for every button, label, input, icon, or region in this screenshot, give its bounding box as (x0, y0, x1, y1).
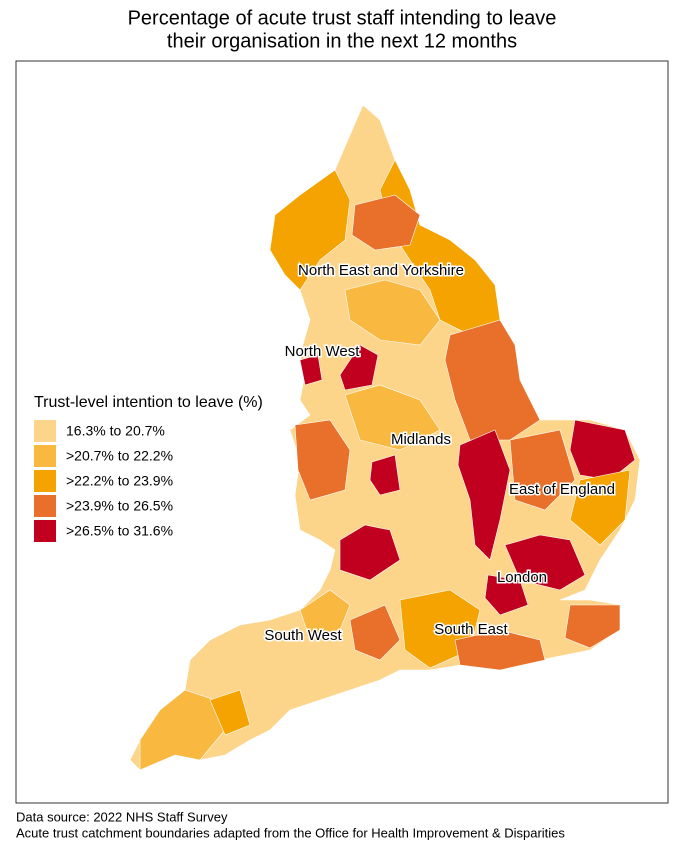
legend-title: Trust-level intention to leave (%) (34, 394, 263, 411)
legend-label: >23.9% to 26.5% (66, 498, 173, 514)
area (339, 524, 401, 581)
area (339, 344, 379, 391)
title-line: their organisation in the next 12 months (167, 30, 517, 52)
area (299, 589, 351, 641)
legend-label: >22.2% to 23.9% (66, 473, 173, 489)
area (299, 354, 323, 386)
region-label: Midlands (391, 431, 451, 448)
footnote: Data source: 2022 NHS Staff Survey (16, 809, 228, 824)
area (454, 629, 546, 671)
legend-label: 16.3% to 20.7% (66, 423, 165, 439)
legend-label: >20.7% to 22.2% (66, 448, 173, 464)
legend-swatch (34, 520, 56, 542)
legend: Trust-level intention to leave (%) 16.3%… (34, 394, 263, 542)
region-label: London (497, 569, 547, 586)
area (457, 429, 511, 561)
footnote: Acute trust catchment boundaries adapted… (16, 825, 565, 840)
area (344, 279, 441, 346)
map (129, 104, 641, 771)
region-label: South East (434, 621, 508, 638)
area (349, 604, 401, 661)
area (569, 469, 631, 546)
region-label: North East and Yorkshire (298, 262, 464, 279)
legend-swatch (34, 470, 56, 492)
area (269, 169, 351, 291)
legend-swatch (34, 420, 56, 442)
map-frame (15, 60, 669, 804)
area (351, 194, 421, 251)
region-label: South West (264, 627, 342, 644)
title-line: Percentage of acute trust staff intendin… (128, 7, 557, 29)
legend-swatch (34, 495, 56, 517)
region-label: East of England (509, 481, 615, 498)
area (564, 604, 621, 649)
legend-label: >26.5% to 31.6% (66, 523, 173, 539)
legend-swatch (34, 445, 56, 467)
area (509, 429, 576, 511)
region-label: North West (285, 343, 361, 360)
region-labels: North East and Yorkshire North West Midl… (263, 260, 617, 645)
area (369, 454, 401, 496)
area (344, 384, 441, 451)
area (484, 574, 529, 616)
area (209, 689, 251, 736)
area (294, 419, 351, 501)
area (444, 319, 541, 441)
